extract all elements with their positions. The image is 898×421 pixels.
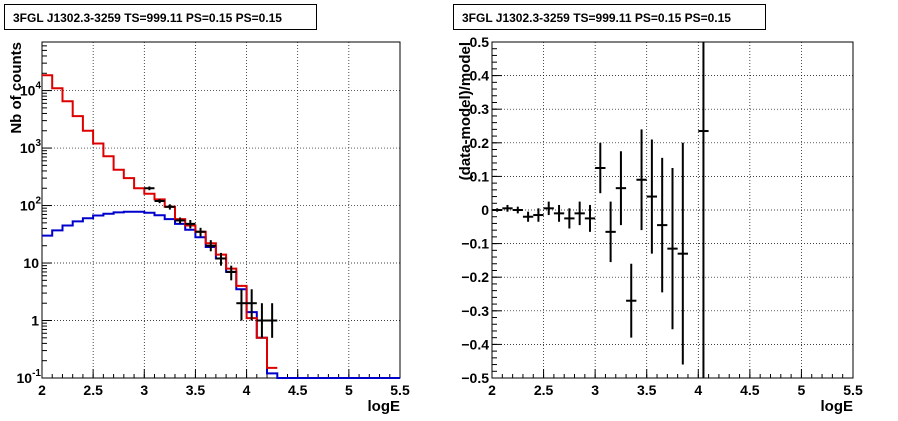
- right-y-axis-title: (data-model)/model: [457, 42, 474, 180]
- left-x-tick-label: 4.5: [288, 382, 308, 398]
- left-x-tick-label: 3: [140, 382, 148, 398]
- right-y-tick-label: 0.3: [470, 101, 490, 117]
- right-x-tick-label: 2.5: [534, 382, 554, 398]
- left-y-tick-label: 103: [20, 138, 42, 156]
- right-y-tick-label: 0: [481, 202, 489, 218]
- right-x-tick-label: 3.5: [637, 382, 657, 398]
- right-x-tick-label: 4.5: [740, 382, 760, 398]
- right-y-tick-label: −0.2: [461, 269, 489, 285]
- left-x-tick-label: 3.5: [186, 382, 206, 398]
- right-y-tick-label: 0.1: [470, 168, 490, 184]
- right-panel: 2 2.5 3 3.5 4 4.5 5 5.5 −0.5 −0.4 −0.3 −0.2 −0.1 0 0.1…: [457, 34, 863, 415]
- right-y-tick-label: −0.4: [461, 336, 489, 352]
- left-x-tick-label: 5.5: [390, 382, 410, 398]
- left-panel: 2 2.5 3 3.5 4 4.5 5 5.5 10-1 1 10 102 103 104 logE Nb o…: [8, 41, 410, 415]
- left-plot-title: 3FGL J1302.3-3259 TS=999.11 PS=0.15 PS=0…: [4, 4, 317, 30]
- right-x-tick-label: 5: [798, 382, 806, 398]
- right-x-tick-label: 2: [488, 382, 496, 398]
- left-plot-frame: [41, 41, 401, 379]
- right-y-tick-label: −0.5: [461, 370, 489, 386]
- left-x-tick-label: 4: [243, 382, 251, 398]
- right-y-tick-label: 0.4: [470, 68, 490, 84]
- right-y-tick-label: −0.1: [461, 236, 489, 252]
- left-x-tick-label: 2: [38, 382, 46, 398]
- right-plot-title: 3FGL J1302.3-3259 TS=999.11 PS=0.15 PS=0…: [453, 4, 766, 30]
- right-y-tick-label: 0.5: [470, 34, 490, 50]
- right-y-tick-label: 0.2: [470, 135, 490, 151]
- right-x-axis-title: logE: [821, 398, 854, 415]
- left-y-tick-label: 10-1: [17, 368, 42, 386]
- left-x-tick-label: 5: [345, 382, 353, 398]
- left-y-axis-title: Nb of counts: [8, 42, 25, 134]
- right-x-tick-label: 5.5: [843, 382, 863, 398]
- left-x-tick-label: 2.5: [83, 382, 103, 398]
- right-x-tick-label: 3: [591, 382, 599, 398]
- left-y-tick-label: 104: [20, 81, 42, 99]
- right-x-tick-label: 4: [694, 382, 702, 398]
- left-y-tick-label: 102: [20, 196, 42, 214]
- right-y-tick-label: −0.3: [461, 303, 489, 319]
- left-x-axis-title: logE: [368, 398, 401, 415]
- left-y-tick-label: 10: [23, 255, 39, 271]
- left-y-tick-label: 1: [31, 313, 39, 329]
